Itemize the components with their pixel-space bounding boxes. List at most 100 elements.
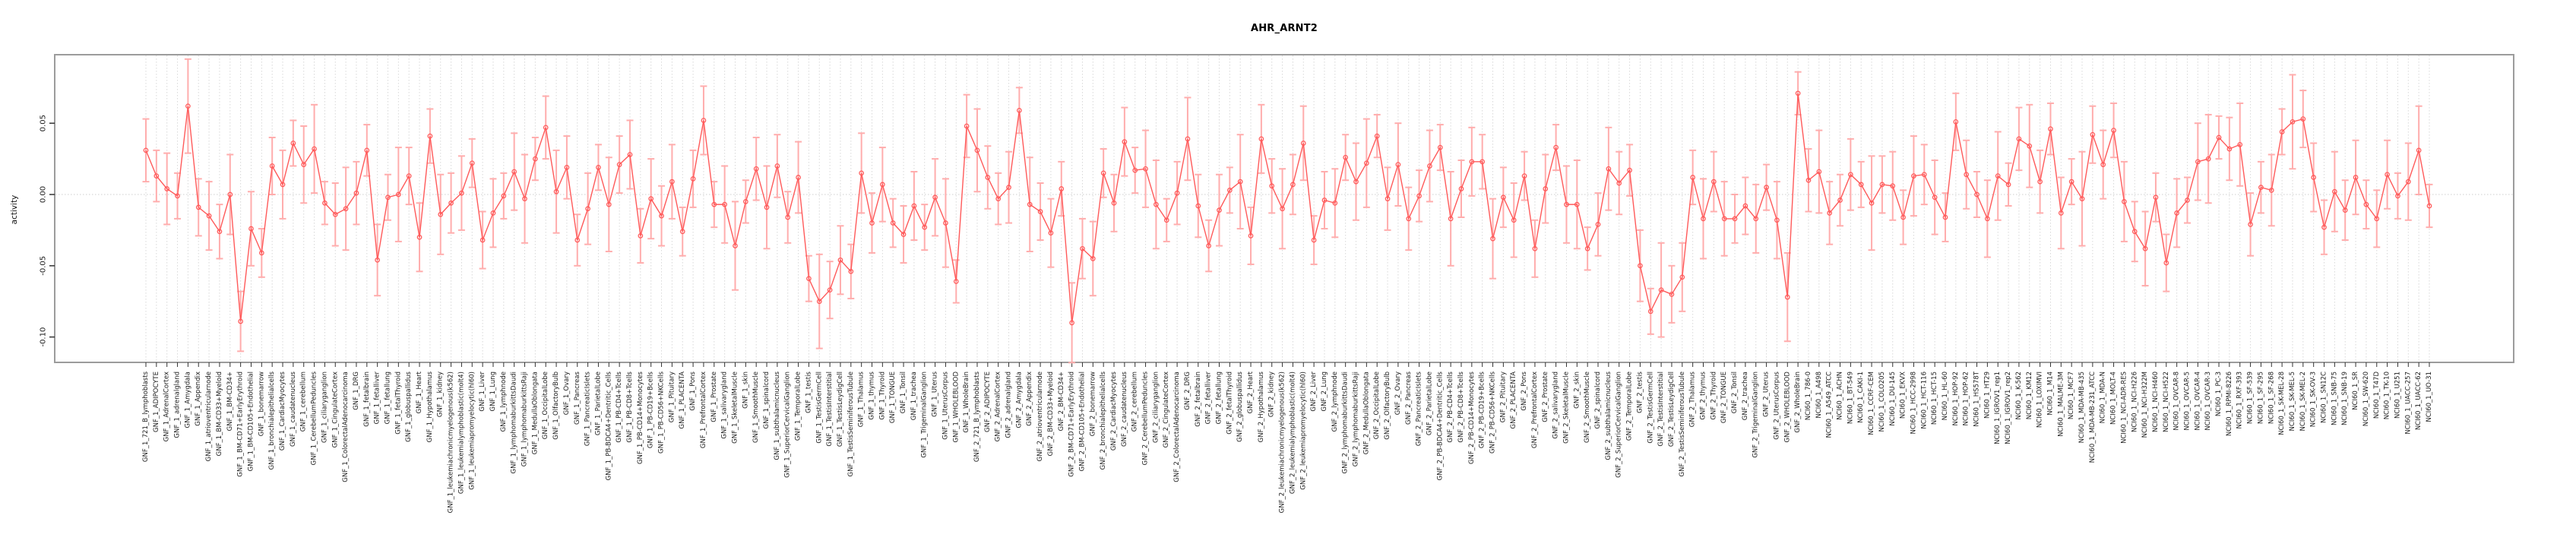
x-tick-label: GNF_2_UterusCorpus	[1773, 371, 1780, 439]
x-tick-label: GNF_2_PrefrontalCortex	[1531, 372, 1539, 448]
x-tick-label: GNF_1_fetallung	[385, 372, 392, 424]
x-tick-label: NCI60_1_COLO205	[1878, 372, 1886, 432]
x-tick-label: NCI60_1_HCC-2998	[1910, 372, 1917, 435]
x-tick-label: GNF_2_lymphomaburkittsRaji	[1353, 372, 1360, 466]
x-tick-label: GNF_2_fetalliver	[1205, 372, 1213, 425]
x-tick-label: NCI60_1_SK-MEL-2	[2299, 372, 2307, 431]
x-tick-label: GNF_1_SmoothMuscle	[752, 372, 760, 443]
x-tick-label: GNF_1_Uterus	[932, 371, 939, 416]
x-tick-label: GNF_2_TrigeminalGanglion	[1752, 372, 1760, 458]
x-tick-label: GNF_1_WholeBrain	[963, 372, 970, 433]
x-tick-label: GNF_1_fetalThyroid	[394, 372, 402, 435]
x-tick-label: NCI60_1_NCI-H522	[2163, 372, 2170, 432]
x-tick-label: GNF_2_PB-BDCA4+Dentritic_Cells	[1436, 371, 1444, 480]
x-tick-label: NCI60_1_TK-10	[2384, 372, 2391, 419]
x-tick-label: NCI60_1_OVCAR-3	[2204, 372, 2212, 431]
x-tick-label: GNF_1_OlfactoryBulb	[552, 372, 560, 440]
x-tick-label: GNF_2_bronchialepithelialcells	[1100, 371, 1107, 470]
x-tick-label: GNF_2_fetalThyroid	[1226, 372, 1233, 435]
x-tick-label: NCI60_1_SK-OV-3	[2310, 372, 2318, 427]
x-tick-label: GNF_2_PancreaticIslets	[1416, 371, 1423, 446]
x-tick-label: GNF_1_PB-CD19+Bcells	[647, 371, 655, 448]
x-tick-label: GNF_2_ciliaryganglion	[1152, 372, 1160, 443]
x-tick-label: GNF_2_globuspallidus	[1236, 371, 1244, 441]
x-tick-label: GNF_1_CardiacMyocytes	[279, 371, 286, 451]
x-tick-label: GNF_2_Amygdala	[1015, 372, 1023, 428]
x-tick-label: GNF_1_globuspallidus	[405, 371, 413, 441]
x-tick-label: GNF_2_Liver	[1310, 371, 1318, 411]
x-tick-label: GNF_1_Tonsil	[900, 372, 907, 413]
x-tick-label: GNF_1_PLACENTA	[679, 372, 686, 429]
x-tick-label: GNF_1_fetalbrain	[363, 372, 371, 427]
x-tick-label: GNF_1_PrefrontalCortex	[700, 372, 707, 448]
x-tick-label: GNF_2_Lung	[1321, 372, 1328, 412]
x-tick-label: NCI60_1_OVCAR-8	[2173, 372, 2181, 431]
x-tick-label: GNF_2_BM-CD34+	[1058, 372, 1065, 431]
x-tick-label: NCI60_1_NCI-H322M	[2141, 372, 2149, 438]
x-tick-label: GNF_2_TONGUE	[1720, 372, 1728, 423]
x-tick-label: NCI60_1_HCT-116	[1920, 372, 1928, 429]
x-tick-label: GNF_2_CingulateCortex	[1163, 372, 1170, 447]
x-tick-label: NCI60_1_NCI-H460	[2152, 372, 2160, 432]
x-tick-label: GNF_2_lymphnode	[1331, 372, 1339, 432]
x-tick-label: GNF_1_TestisGermCell	[815, 372, 823, 444]
x-tick-label: GNF_1_TemporalLobe	[795, 372, 802, 441]
x-tick-label: GNF_1_BM-CD71+EarlyErythroid	[237, 372, 245, 477]
x-tick-label: GNF_2_CardiacMyocytes	[1110, 371, 1118, 451]
x-tick-label: GNF_1_Lung	[489, 372, 497, 412]
x-tick-label: NCI60_1_T47D	[2373, 372, 2381, 419]
x-tick-label: GNF_2_Pituitary	[1499, 372, 1507, 422]
x-tick-label: NCI60_1_UO-31	[2426, 372, 2433, 422]
y-tick-label: -0.10	[40, 327, 48, 347]
x-tick-label: NCI60_1_PC-3	[2215, 372, 2223, 416]
x-tick-label: NCI60_1_IGROV1_rep1	[1994, 372, 2002, 444]
x-tick-label: NCI60_1_HCT-15	[1931, 372, 1938, 425]
x-tick-label: GNF_2_bonemarrow	[1089, 372, 1097, 436]
x-tick-label: GNF_1_Pancreas	[574, 371, 581, 425]
x-tick-label: GNF_1_WHOLEBLOOD	[952, 372, 960, 443]
x-tick-label: NCI60_1_EKVX	[1900, 372, 1907, 419]
x-tick-label: NCI60_1_SK-MEL-5	[2289, 372, 2296, 431]
x-tick-label: NCI60_1_SF-268	[2267, 372, 2275, 424]
x-tick-label: NCI60_1_MDA-MB-231_ATCC	[2089, 372, 2097, 463]
x-tick-label: NCI60_1_DU-145	[1889, 372, 1897, 426]
x-tick-label: GNF_2_ColorectalAdenocarcinoma	[1173, 372, 1181, 482]
x-tick-label: GNF_2_WholeBrain	[1794, 372, 1802, 433]
x-tick-label: NCI60_1_HT29	[1983, 372, 1991, 419]
x-tick-label: GNF_1_Hypothalamus	[426, 371, 434, 442]
x-tick-label: GNF_2_thymus	[1699, 371, 1707, 419]
x-tick-label: GNF_1_ADIPOCYTE	[153, 372, 160, 432]
x-tick-label: GNF_1_subthalamicnucleus	[774, 371, 781, 460]
x-tick-label: GNF_1_leukemiapromyelocytic(hl60)	[468, 372, 476, 490]
x-tick-label: GNF_1_SkeletalMuscle	[731, 372, 739, 444]
x-tick-label: GNF_2_SuperiorCervicalGanglion	[1616, 372, 1623, 478]
x-tick-label: GNF_1_Liver	[479, 371, 486, 411]
x-tick-label: NCI60_1_786-0	[1805, 372, 1812, 420]
x-tick-label: GNF_2_Ovary	[1394, 372, 1402, 415]
x-tick-label: GNF_1_Ovary	[563, 372, 571, 415]
x-tick-label: GNF_1_PB-CD14+Monocytes	[637, 371, 644, 464]
x-tick-label: GNF_1_Thyroid	[878, 372, 886, 420]
x-tick-label: NCI60_1_CAKI-1	[1857, 372, 1865, 423]
x-tick-label: NCI60_1_U251	[2394, 372, 2401, 419]
x-tick-label: GNF_1_DRG	[353, 372, 360, 410]
x-tick-label: NCI60_1_RPMI-8226	[2226, 372, 2233, 436]
x-tick-label: GNF_2_BM-CD71+EarlyErythroid	[1068, 372, 1076, 477]
x-tick-label: GNF_2_leukemialymphoblastic(molt4)	[1289, 372, 1296, 494]
x-tick-label: GNF_1_PB-CD56+NKCells	[658, 371, 666, 454]
plot-border	[54, 54, 2514, 363]
x-tick-label: GNF_2_kidney	[1268, 372, 1276, 417]
x-tick-label: GNF_1_PB-CD4+Tcells	[616, 371, 623, 442]
x-tick-label: GNF_1_AdrenalCortex	[163, 372, 171, 441]
x-tick-label: GNF_1_lymphomaburkittsRaji	[521, 372, 529, 466]
x-tick-label: GNF_2_OlfactoryBulb	[1384, 372, 1391, 440]
x-tick-label: GNF_1_MedullaOblongata	[531, 372, 539, 454]
x-tick-label: GNF_2_TestisGermCell	[1647, 372, 1654, 444]
x-tick-label: GNF_1_ciliaryganglion	[321, 372, 328, 443]
x-tick-label: NCI60_1_SN12C	[2321, 372, 2328, 423]
x-tick-label: GNF_1_bonemarrow	[258, 372, 265, 436]
chart-title: AHR_ARNT2	[1250, 23, 1318, 34]
x-tick-label: NCI60_1_K-562	[2015, 372, 2023, 420]
x-tick-label: GNF_2_leukemiapromyelocytic(hl60)	[1299, 372, 1307, 490]
